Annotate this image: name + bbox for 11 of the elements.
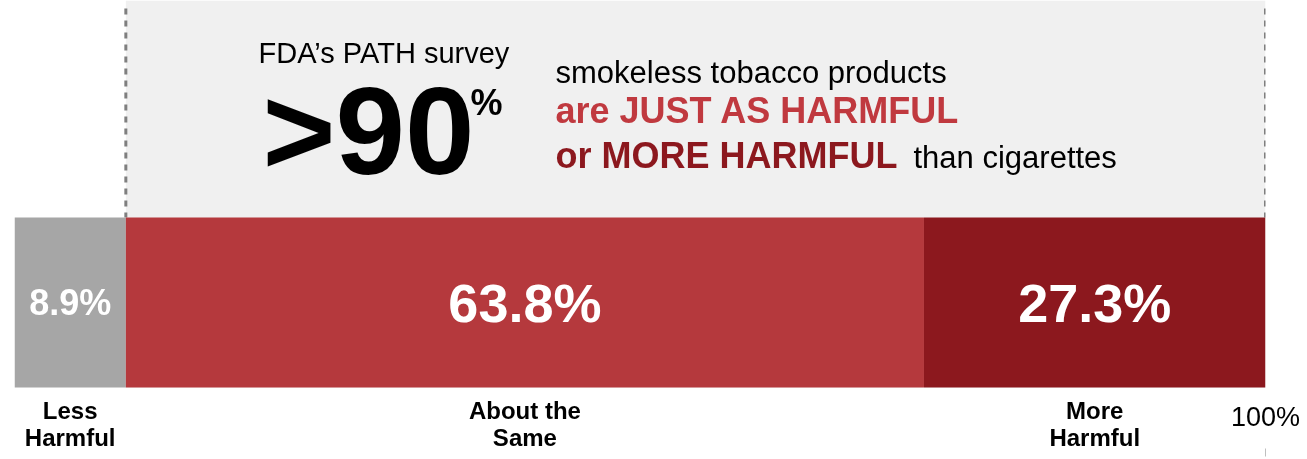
series-label: About the Same [468,396,581,451]
data-label: 8.9% [29,282,112,323]
text: than cigarettes [913,140,1117,175]
text: are JUST AS HARMFUL [555,90,959,131]
x-tick-label: 100% [1230,401,1301,432]
series-label: Less Harmful [24,396,116,451]
text: or MORE HARMFUL [555,135,898,176]
series-label: More Harmful [1049,396,1141,451]
text: smokeless tobacco products [555,55,947,90]
data-label: 63.8% [448,272,602,333]
data-label: 27.3% [1018,272,1172,333]
